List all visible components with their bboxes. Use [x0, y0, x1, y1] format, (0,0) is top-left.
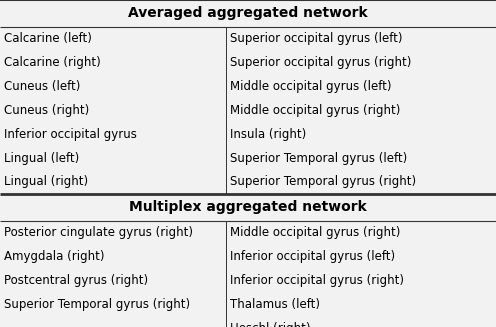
Text: Inferior occipital gyrus (right): Inferior occipital gyrus (right): [230, 274, 404, 287]
Text: Insula (right): Insula (right): [230, 128, 306, 141]
Text: Superior occipital gyrus (right): Superior occipital gyrus (right): [230, 56, 411, 69]
Text: Averaged aggregated network: Averaged aggregated network: [128, 7, 368, 20]
Text: Heschl (right): Heschl (right): [230, 322, 310, 327]
Text: Middle occipital gyrus (right): Middle occipital gyrus (right): [230, 104, 400, 117]
Text: Cuneus (left): Cuneus (left): [4, 80, 80, 93]
Text: Amygdala (right): Amygdala (right): [4, 250, 105, 263]
Text: Superior Temporal gyrus (left): Superior Temporal gyrus (left): [230, 152, 407, 164]
Text: Middle occipital gyrus (left): Middle occipital gyrus (left): [230, 80, 391, 93]
Text: Lingual (left): Lingual (left): [4, 152, 79, 164]
Text: Calcarine (right): Calcarine (right): [4, 56, 101, 69]
Text: Thalamus (left): Thalamus (left): [230, 298, 319, 311]
Text: Lingual (right): Lingual (right): [4, 176, 88, 188]
Text: Middle occipital gyrus (right): Middle occipital gyrus (right): [230, 226, 400, 239]
Text: Postcentral gyrus (right): Postcentral gyrus (right): [4, 274, 148, 287]
Text: Calcarine (left): Calcarine (left): [4, 32, 92, 45]
Text: Superior Temporal gyrus (right): Superior Temporal gyrus (right): [4, 298, 190, 311]
Text: Cuneus (right): Cuneus (right): [4, 104, 89, 117]
Text: Multiplex aggregated network: Multiplex aggregated network: [129, 200, 367, 214]
Text: Inferior occipital gyrus (left): Inferior occipital gyrus (left): [230, 250, 395, 263]
Text: Inferior occipital gyrus: Inferior occipital gyrus: [4, 128, 137, 141]
Text: Posterior cingulate gyrus (right): Posterior cingulate gyrus (right): [4, 226, 193, 239]
Text: Superior Temporal gyrus (right): Superior Temporal gyrus (right): [230, 176, 416, 188]
Text: Superior occipital gyrus (left): Superior occipital gyrus (left): [230, 32, 402, 45]
